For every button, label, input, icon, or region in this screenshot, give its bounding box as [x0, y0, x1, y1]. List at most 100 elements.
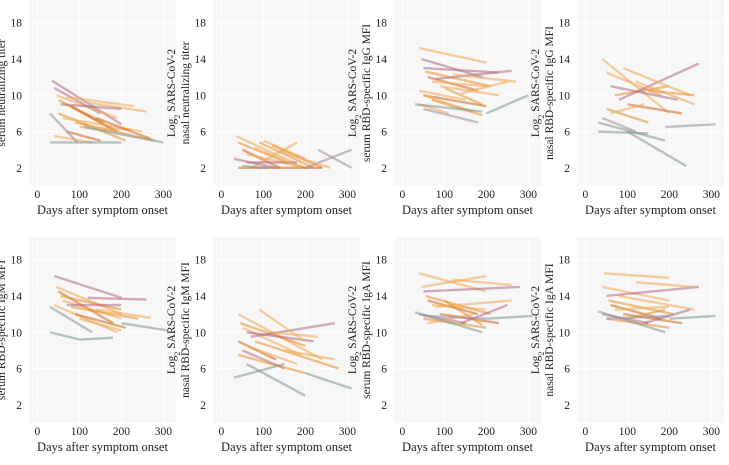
x-tick-label: 0: [400, 426, 406, 438]
y-tick-label: 2: [16, 400, 22, 412]
y-tick-label: 18: [376, 18, 388, 30]
chart-panel-3: 2 6 10 14 18 0 100 200 300 Days after symptom ons…: [347, 0, 541, 217]
y-tick-label: 18: [11, 18, 23, 30]
series-line-11: [237, 353, 306, 375]
series-line-3: [423, 285, 521, 293]
series-line-19: [460, 80, 508, 95]
series-line-15: [87, 296, 147, 301]
series-line-7: [258, 308, 307, 343]
x-tick-label: 0: [583, 189, 589, 201]
x-axis-title: Days after symptom onset: [37, 440, 168, 454]
series-line-12: [242, 164, 268, 170]
series-line-15: [49, 112, 79, 144]
y-tick-label: 10: [195, 327, 207, 339]
y-tick-label: 14: [11, 54, 23, 66]
series-line-16: [643, 308, 691, 325]
y-axis-title-line2: nasal RBD-specific IgM MFI: [180, 262, 192, 398]
x-tick-label: 300: [155, 426, 173, 438]
x-axis-title: Days after symptom onset: [402, 440, 533, 454]
chart-panel-1: 2 6 10 14 18 0 100 200 300 Days after symptom ons…: [0, 0, 176, 217]
y-axis-title-line1: Log2 SARS-CoV-2: [166, 286, 182, 375]
y-tick-label: 18: [559, 18, 571, 30]
series-line-13: [246, 362, 306, 397]
y-tick-label: 2: [16, 163, 22, 175]
series-line-4: [60, 294, 122, 311]
x-tick-label: 100: [619, 189, 637, 201]
series-line-9: [443, 299, 483, 327]
y-axis-title-line2: nasal RBD-specific IgG MFI: [544, 26, 556, 160]
series-line-1: [601, 58, 671, 115]
x-tick-label: 100: [255, 426, 273, 438]
series-line-9: [246, 344, 298, 366]
x-tick-label: 200: [661, 189, 679, 201]
series-line-13: [431, 98, 483, 117]
y-axis-title-line1: Log2 SARS-CoV-2: [530, 49, 546, 138]
series-line-12: [597, 130, 649, 135]
y-tick-label: 18: [11, 255, 23, 267]
series-line-3: [423, 66, 500, 74]
series-line-12: [597, 310, 666, 334]
series-line-16: [96, 308, 151, 319]
y-tick-label: 10: [376, 90, 388, 102]
x-axis-title: Days after symptom onset: [585, 203, 716, 217]
x-axis-title: Days after symptom onset: [402, 203, 533, 217]
y-tick-label: 18: [559, 255, 571, 267]
series-line-13: [79, 336, 114, 341]
x-tick-label: 0: [583, 426, 589, 438]
series-line-16: [452, 278, 512, 287]
x-tick-label: 0: [219, 189, 225, 201]
x-axis-title: Days after symptom onset: [221, 440, 352, 454]
series-line-6: [431, 80, 487, 88]
series-line-17: [485, 94, 529, 115]
x-tick-label: 100: [619, 426, 637, 438]
series-line-6: [258, 141, 315, 169]
y-tick-label: 18: [195, 255, 207, 267]
series-line-5: [250, 322, 335, 338]
y-tick-label: 6: [16, 364, 22, 376]
series-line-17: [460, 303, 508, 325]
x-tick-label: 200: [113, 426, 131, 438]
y-tick-label: 6: [381, 364, 387, 376]
x-tick-label: 100: [71, 189, 89, 201]
series-line-4: [614, 85, 670, 97]
chart-panel-5: 2 6 10 14 18 0 100 200 300 Days after symptom ons…: [0, 237, 176, 454]
x-tick-label: 0: [400, 189, 406, 201]
plot-area: [29, 237, 176, 423]
chart-panel-2: 2 6 10 14 18 0 100 200 300 Days after symptom ons…: [166, 0, 360, 217]
series-line-9: [610, 103, 645, 115]
y-tick-label: 2: [564, 400, 570, 412]
series-line-11: [49, 305, 93, 334]
plot-area: [577, 0, 724, 186]
y-axis-title-line2: nasal RBD-specific IgA MFI: [544, 263, 556, 396]
y-tick-label: 6: [200, 127, 206, 139]
y-tick-label: 14: [559, 54, 571, 66]
x-tick-label: 200: [478, 426, 496, 438]
series-line-14: [121, 322, 168, 332]
series-line-16: [279, 150, 331, 169]
x-tick-label: 200: [297, 189, 315, 201]
series-line-19: [60, 103, 122, 111]
y-axis-title-line2: serum neutralizing titer: [0, 39, 8, 146]
series-line-10: [601, 116, 637, 133]
y-tick-label: 6: [564, 364, 570, 376]
y-tick-label: 18: [376, 255, 388, 267]
y-tick-label: 10: [559, 327, 571, 339]
x-tick-label: 300: [520, 426, 538, 438]
x-tick-label: 0: [35, 189, 41, 201]
series-line-3: [606, 285, 699, 298]
y-axis-title-line2: serum RBD-specific IgG MFI: [361, 24, 373, 162]
series-line-18: [452, 73, 516, 83]
series-line-14: [317, 148, 353, 169]
y-axis-title-line2: serum RBD-specific IgA MFI: [361, 261, 373, 399]
x-tick-label: 100: [71, 426, 89, 438]
series-line-16: [284, 349, 336, 361]
plot-area: [29, 0, 176, 186]
y-tick-label: 6: [381, 127, 387, 139]
series-line-16: [648, 89, 695, 97]
series-line-16: [83, 125, 164, 144]
series-line-15: [414, 103, 483, 113]
y-tick-label: 14: [559, 291, 571, 303]
series-line-11: [597, 121, 666, 142]
y-tick-label: 10: [376, 327, 388, 339]
series-line-1: [418, 46, 487, 64]
